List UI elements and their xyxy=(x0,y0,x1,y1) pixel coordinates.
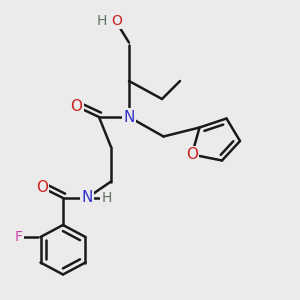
Text: O: O xyxy=(70,99,83,114)
Text: O: O xyxy=(186,147,198,162)
Text: N: N xyxy=(81,190,93,206)
Text: N: N xyxy=(123,110,135,124)
Text: O: O xyxy=(36,180,48,195)
Text: H: H xyxy=(96,14,106,28)
Text: H: H xyxy=(101,191,112,205)
Text: O: O xyxy=(112,14,122,28)
Text: F: F xyxy=(15,230,22,244)
